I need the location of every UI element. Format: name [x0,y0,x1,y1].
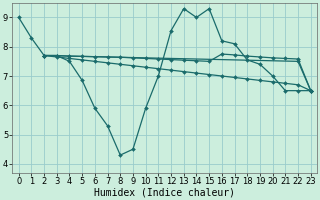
X-axis label: Humidex (Indice chaleur): Humidex (Indice chaleur) [94,187,235,197]
